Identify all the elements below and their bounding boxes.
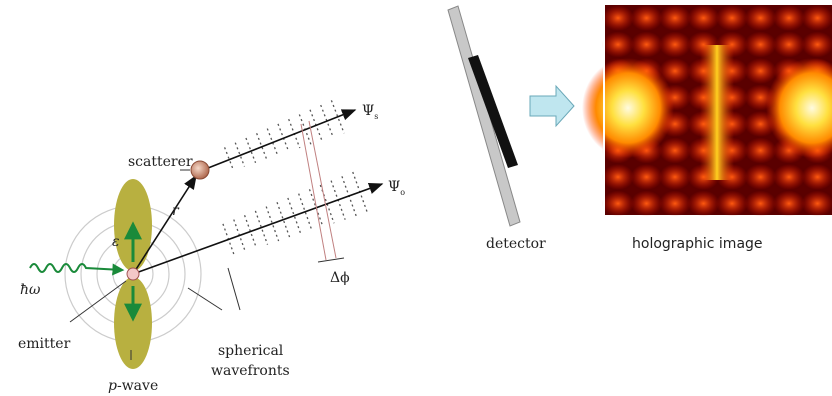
wavefronts (223, 100, 367, 255)
intensity-spot (631, 164, 663, 190)
label: p (108, 378, 117, 394)
intensity-spot (745, 164, 777, 190)
label: ħω (20, 282, 41, 298)
diagram: scatterer r ε ħω emitter p-wave spherica… (0, 0, 832, 396)
intensity-spot (631, 191, 663, 217)
intensity-spot (659, 164, 691, 190)
intensity-spot (602, 32, 634, 58)
intensity-spot (773, 32, 805, 58)
label: Ψs (362, 103, 378, 121)
label: Ψ (388, 179, 400, 195)
label: emitter (18, 336, 71, 352)
intensity-spot (745, 32, 777, 58)
intensity-spot (659, 191, 691, 217)
label: o (400, 188, 405, 197)
scatterer-atom (191, 161, 209, 179)
label: Δϕ (330, 270, 350, 286)
intensity-spot (688, 191, 720, 217)
intensity-spot (773, 5, 805, 31)
intensity-spot (659, 32, 691, 58)
intensity-spot (631, 32, 663, 58)
scattered-ray (203, 110, 355, 170)
intensity-spot (659, 5, 691, 31)
page: {"labels": {"scatterer": "scatterer", "r… (0, 0, 832, 396)
label: s (374, 112, 378, 121)
label: Ψo (388, 179, 405, 197)
intensity-spot (602, 191, 634, 217)
intensity-spot (773, 164, 805, 190)
leader-lines (70, 170, 240, 360)
arrow (530, 86, 574, 126)
intensity-spot (745, 58, 777, 84)
intensity-spot (602, 164, 634, 190)
intensity-spot (716, 191, 748, 217)
holographic-image (582, 5, 832, 217)
intensity-spot (602, 5, 634, 31)
label: wavefronts (211, 363, 290, 379)
intensity-spot (716, 5, 748, 31)
label: spherical (218, 343, 284, 359)
phase-marker (301, 121, 344, 262)
intensity-spot (688, 5, 720, 31)
intensity-spot (745, 191, 777, 217)
intensity-spot (745, 138, 777, 164)
label: holographic image (632, 236, 763, 252)
intensity-spot (773, 191, 805, 217)
intensity-spot (802, 164, 832, 190)
intensity-spot (631, 5, 663, 31)
photon-wave (30, 264, 122, 272)
label: scatterer (128, 154, 193, 170)
intensity-spot (802, 191, 832, 217)
intensity-spot (659, 138, 691, 164)
reference-ray (133, 184, 382, 274)
label: ε (112, 234, 120, 250)
emitter-atom (127, 268, 139, 280)
detector (448, 6, 520, 226)
intensity-spot (802, 5, 832, 31)
label: detector (486, 236, 546, 252)
label: Ψ (362, 103, 374, 119)
intensity-spot (802, 32, 832, 58)
label: p-wave (108, 378, 158, 394)
intensity-spot (745, 5, 777, 31)
label: -wave (117, 378, 158, 394)
label: r (172, 203, 180, 219)
